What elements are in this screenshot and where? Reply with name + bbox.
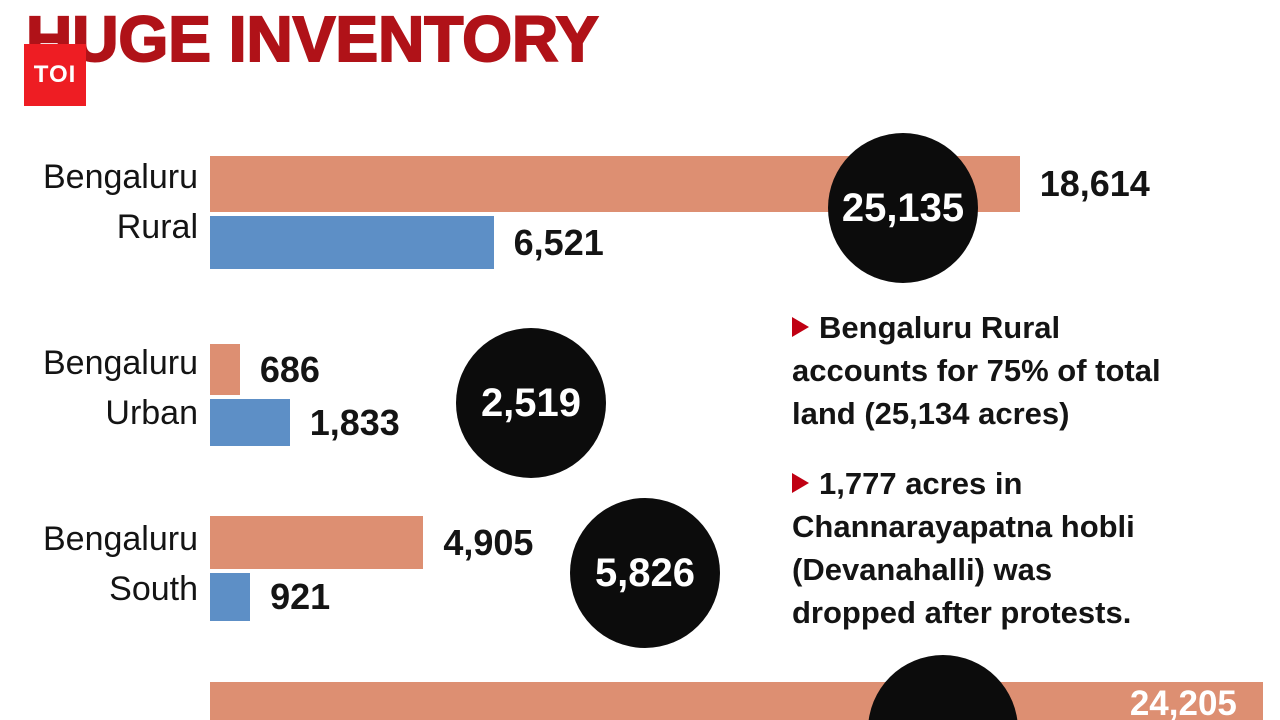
total-value: 5,826 <box>594 550 696 595</box>
note-line: 1,777 acres in <box>792 462 1257 505</box>
note-line: land (25,134 acres) <box>792 396 1070 431</box>
bar-value: 6,521 <box>513 221 604 263</box>
bar-value: 921 <box>270 576 331 617</box>
bar-urban-blue <box>210 399 290 446</box>
row-label-line: South <box>109 570 198 608</box>
total-circle-rural: 25,135 <box>828 133 978 283</box>
note-text: Bengaluru Rural <box>819 310 1061 345</box>
row-label-line: Bengaluru <box>42 344 198 382</box>
note-2: 1,777 acres in Channarayapatna hobli (De… <box>792 462 1257 634</box>
row-label-bengaluru-rural: Bengaluru Rural <box>0 152 198 252</box>
total-circle-urban: 2,519 <box>456 328 606 478</box>
bar-row-south-orange: 4,905 <box>210 516 533 569</box>
total-circle-bottom-partial <box>868 655 1018 720</box>
bar-value: 18,614 <box>1039 163 1150 204</box>
row-label-bengaluru-urban: Bengaluru Urban <box>0 338 198 438</box>
total-value: 25,135 <box>841 185 965 230</box>
row-label-line: Rural <box>116 208 198 246</box>
bar-south-orange <box>210 516 424 569</box>
bar-rural-blue <box>210 216 494 269</box>
bar-row-bottom-orange: 24,205 <box>210 682 1263 720</box>
note-line: Channarayapatna hobli <box>792 509 1135 544</box>
bar-row-south-blue: 921 <box>210 573 330 621</box>
bar-row-rural-orange: 18,614 <box>210 156 1150 212</box>
bar-row-urban-orange: 686 <box>210 344 320 395</box>
note-1: Bengaluru Rural accounts for 75% of tota… <box>792 306 1257 435</box>
bar-value: 1,833 <box>309 401 400 443</box>
bar-value-inside: 24,205 <box>1129 684 1237 720</box>
bar-urban-orange <box>210 344 240 395</box>
bar-row-urban-blue: 1,833 <box>210 399 400 446</box>
note-line: (Devanahalli) was <box>792 552 1053 587</box>
bar-value: 4,905 <box>443 521 534 563</box>
bar-bottom-orange: 24,205 <box>210 682 1263 720</box>
toi-logo-text: TOI <box>33 61 77 88</box>
total-circle-south: 5,826 <box>570 498 720 648</box>
bar-value: 686 <box>259 348 320 390</box>
row-label-bengaluru-south: Bengaluru South <box>0 514 198 614</box>
row-label-line: Bengaluru <box>42 520 198 558</box>
bar-south-blue <box>210 573 251 621</box>
row-label-line: Bengaluru <box>42 158 198 196</box>
note-line: accounts for 75% of total <box>792 353 1161 388</box>
bar-row-rural-blue: 6,521 <box>210 216 604 269</box>
note-line: dropped after protests. <box>792 595 1132 630</box>
arrowhead-icon <box>792 472 809 493</box>
page-title: HUGE INVENTORY <box>25 2 600 76</box>
total-value: 2,519 <box>480 380 582 425</box>
toi-logo: TOI <box>24 44 86 106</box>
arrowhead-icon <box>792 316 809 337</box>
row-label-line: Urban <box>105 394 198 432</box>
note-line: Bengaluru Rural <box>792 306 1257 349</box>
note-text: 1,777 acres in <box>819 466 1023 501</box>
